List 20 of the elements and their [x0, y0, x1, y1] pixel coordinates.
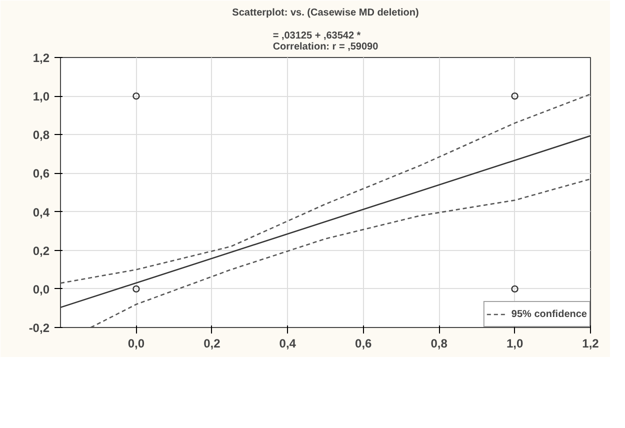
y-tick-label: 0,2 [32, 244, 50, 258]
y-tick-label: 1,2 [32, 51, 50, 65]
x-tick-label: 0,8 [430, 336, 448, 350]
y-tick-label: 1,0 [32, 90, 50, 104]
x-tick-label: 0,0 [128, 336, 145, 350]
y-tick-label: 0,6 [32, 166, 50, 181]
line-series [60, 93, 590, 284]
chart-title: Scatterplot: vs. (Casewise MD deletion) [232, 8, 419, 18]
line-series [90, 178, 590, 328]
legend-label: 95% confidence [511, 308, 587, 320]
x-tick-label: 0,6 [355, 336, 372, 350]
x-tick-label: 0,4 [279, 336, 296, 350]
y-tick-label: 0,8 [32, 128, 50, 142]
y-tick-label: 0,0 [32, 282, 50, 296]
x-tick-label: 1,2 [582, 336, 600, 350]
x-tick-label: 0,2 [204, 336, 221, 350]
chart-subtitle: = ,03125 + ,63542 * Correlation: r = ,59090 [272, 30, 379, 52]
y-tick-label: 0,4 [32, 205, 50, 220]
y-tick-label: -0,2 [28, 321, 50, 335]
x-tick-label: 1,0 [506, 336, 524, 350]
